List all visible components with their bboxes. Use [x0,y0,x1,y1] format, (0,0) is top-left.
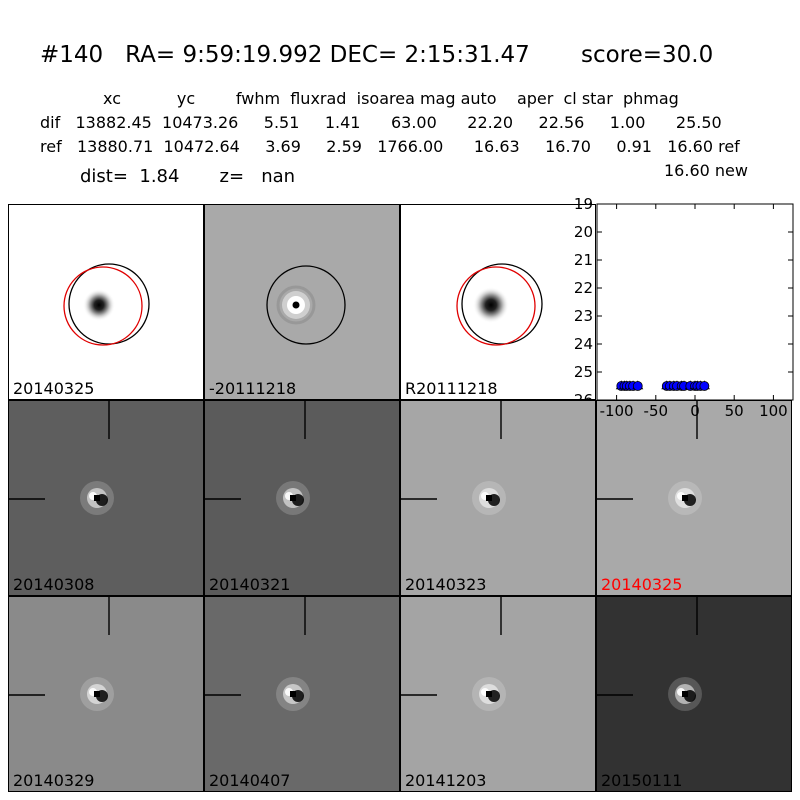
stamp-date-label: 20140329 [13,771,95,790]
y-tick-label: 23 [573,307,593,325]
epoch-stamp-image [205,597,310,711]
limit-triangle [627,380,639,390]
column-header-row: xc yc fwhm fluxrad isoarea mag auto aper… [103,89,679,108]
limit-triangle [661,380,673,390]
data-point [685,381,696,391]
new-image-stamp [63,263,150,346]
aperture-circle-red [63,266,143,346]
stamp-date-label: 20140407 [209,771,291,790]
y-tick-label: 22 [573,279,593,297]
data-point [619,381,630,391]
epoch-stamp-image [205,401,310,515]
data-point [695,381,706,391]
candidate-title: #140 RA= 9:59:19.992 DEC= 2:15:31.47 sco… [40,42,714,68]
limit-triangle [624,380,636,390]
y-tick-label: 20 [573,223,593,241]
epoch-stamp-panel: 20150111 [596,596,792,792]
data-point [661,381,672,391]
epoch-stamp-image [401,401,506,515]
ref-row: ref 13880.71 10472.64 3.69 2.59 1766.00 … [40,137,740,156]
x-tick-label: -50 [643,402,669,420]
limit-triangle [618,380,630,390]
epoch-stamp-panel: 20140323 [400,400,596,596]
limit-triangle [691,380,703,390]
stamp-date-label: 20140308 [13,575,95,594]
new-image-panel: 20140325 [8,204,204,400]
limit-triangle [676,380,688,390]
star-source [473,287,509,323]
limit-triangle [689,380,701,390]
y-tick-label: 19 [573,195,593,213]
data-point [668,381,679,391]
epoch-stamp-image [597,597,702,711]
data-point [690,381,700,391]
data-point [676,381,687,391]
aperture-circle-red [456,266,536,346]
difference-image-stamp [205,205,399,399]
limit-triangle [664,380,676,390]
dist-z-row: dist= 1.84 z= nan [80,166,296,187]
reference-image-stamp [456,263,543,346]
data-point [632,381,643,391]
data-point [628,381,638,391]
panel-label: R20111218 [405,379,498,398]
data-point [625,381,635,391]
epoch-stamp-image [401,597,506,711]
stamp-date-label: 20141203 [405,771,487,790]
data-point [665,381,675,391]
data-point [699,381,710,391]
limit-triangle [632,380,644,390]
stamp-date-label: 20150111 [601,771,683,790]
limit-triangle [678,380,690,390]
new-mag-row: 16.60 new [664,161,748,180]
limit-triangle [684,380,696,390]
epoch-stamp-image [597,401,702,515]
limit-triangle [621,380,633,390]
y-tick-label: 25 [573,363,593,381]
star-source [83,289,115,321]
limit-triangle [698,380,710,390]
epoch-stamp-panel: 20141203 [400,596,596,792]
y-tick-label: 24 [573,335,593,353]
stamp-date-label: 20140323 [405,575,487,594]
data-point [621,381,632,391]
data-point [616,381,627,391]
limit-triangle [671,380,683,390]
data-point [692,381,703,391]
difference-image-panel: -20111218 [204,204,400,400]
limit-triangle [668,380,680,390]
epoch-stamp-panel: 20140329 [8,596,204,792]
reference-image-panel: R20111218 [400,204,596,400]
epoch-stamp-panel: 20140308 [8,400,204,596]
epoch-stamp-panel: 20140407 [204,596,400,792]
aperture-circle-black [266,265,346,345]
stamp-date-label: 20140321 [209,575,291,594]
epoch-stamp-panel: 20140321 [204,400,400,596]
x-tick-label: 50 [724,402,744,420]
panel-label: -20111218 [209,379,297,398]
panel-label: 20140325 [13,379,95,398]
epoch-stamp-image [9,401,114,515]
limit-triangle [694,380,707,390]
limit-triangle [615,380,627,390]
x-tick-label: 100 [759,402,788,420]
x-tick-label: -100 [599,402,634,420]
y-tick-label: 21 [573,251,593,269]
epoch-stamp-image [9,597,114,711]
data-point [672,381,682,391]
data-point [679,381,689,391]
stamp-date-label: 20140325 [601,575,683,594]
x-tick-label: 0 [690,402,700,420]
epoch-stamp-panel: 20140325 [596,400,792,596]
plot-area [596,203,794,401]
dif-row: dif 13882.45 10473.26 5.51 1.41 63.00 22… [40,113,722,132]
